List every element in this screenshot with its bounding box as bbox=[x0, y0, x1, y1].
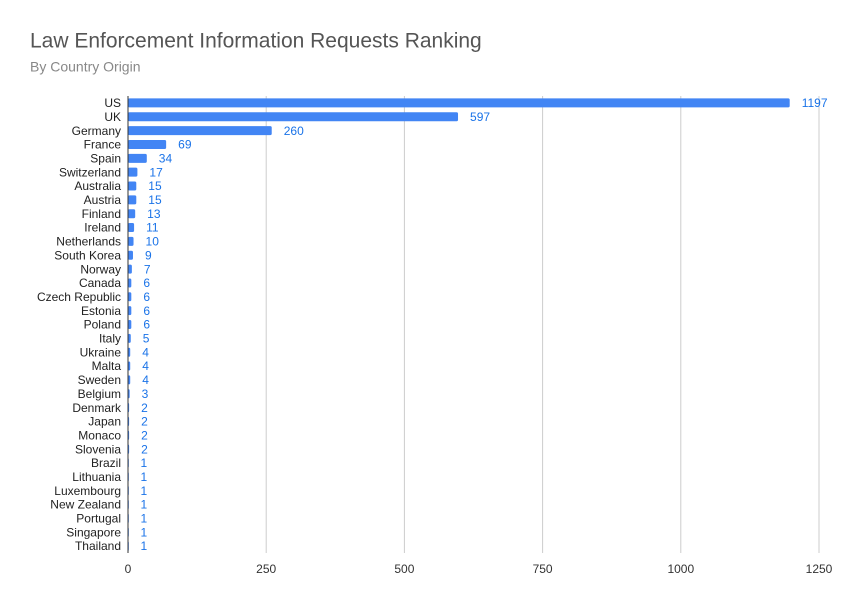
y-tick-label: Singapore bbox=[66, 525, 121, 539]
bar bbox=[128, 223, 135, 233]
bar bbox=[128, 292, 132, 302]
bar bbox=[128, 195, 137, 205]
value-label: 4 bbox=[142, 359, 149, 373]
bar bbox=[128, 264, 132, 274]
value-label: 34 bbox=[159, 151, 173, 165]
y-tick-label: Switzerland bbox=[59, 165, 121, 179]
bar bbox=[128, 167, 138, 177]
value-label: 11 bbox=[146, 221, 159, 235]
y-tick-label: Canada bbox=[79, 276, 121, 290]
value-label: 2 bbox=[141, 442, 148, 456]
y-tick-label: Austria bbox=[84, 193, 122, 207]
x-tick-label: 1250 bbox=[806, 562, 833, 576]
y-tick-label: France bbox=[84, 138, 122, 152]
bar bbox=[128, 333, 131, 343]
bar bbox=[128, 236, 134, 246]
value-label: 2 bbox=[141, 415, 148, 429]
y-tick-label: Italy bbox=[99, 332, 121, 346]
bar bbox=[128, 209, 136, 219]
y-tick-label: Thailand bbox=[75, 539, 121, 553]
value-label: 1 bbox=[141, 470, 148, 484]
x-tick-label: 500 bbox=[394, 562, 414, 576]
x-tick-label: 250 bbox=[256, 562, 276, 576]
y-tick-label: Sweden bbox=[78, 373, 121, 387]
value-label: 1 bbox=[141, 498, 148, 512]
y-tick-label: Czech Republic bbox=[37, 290, 121, 304]
x-tick-label: 750 bbox=[533, 562, 553, 576]
bar bbox=[128, 361, 131, 371]
y-tick-label: Portugal bbox=[76, 512, 121, 526]
bar bbox=[128, 306, 132, 316]
y-tick-label: Australia bbox=[74, 179, 121, 193]
y-tick-label: Monaco bbox=[78, 428, 121, 442]
x-tick-label: 1000 bbox=[667, 562, 694, 576]
value-label: 1 bbox=[141, 512, 148, 526]
y-tick-label: Spain bbox=[90, 151, 121, 165]
y-tick-label: Germany bbox=[72, 124, 121, 138]
chart-subtitle: By Country Origin bbox=[30, 59, 140, 75]
value-label: 13 bbox=[147, 207, 161, 221]
value-label: 7 bbox=[144, 262, 151, 276]
y-tick-label: US bbox=[104, 96, 121, 110]
y-tick-label: Belgium bbox=[78, 387, 121, 401]
y-tick-label: Estonia bbox=[81, 304, 121, 318]
bar bbox=[128, 375, 131, 385]
y-tick-label: Poland bbox=[84, 318, 121, 332]
value-label: 597 bbox=[470, 110, 490, 124]
y-tick-label: Ireland bbox=[84, 221, 121, 235]
y-tick-label: Ukraine bbox=[80, 345, 122, 359]
bar bbox=[128, 112, 459, 122]
value-label: 2 bbox=[141, 428, 148, 442]
value-label: 4 bbox=[142, 345, 149, 359]
value-label: 6 bbox=[143, 304, 150, 318]
value-label: 1197 bbox=[802, 96, 828, 110]
y-tick-label: Luxembourg bbox=[54, 484, 121, 498]
value-label: 1 bbox=[141, 484, 148, 498]
bar bbox=[128, 250, 133, 260]
value-label: 4 bbox=[142, 373, 149, 387]
y-tick-label: Norway bbox=[80, 262, 121, 276]
bar bbox=[128, 98, 790, 108]
y-tick-label: Finland bbox=[82, 207, 121, 221]
chart-title: Law Enforcement Information Requests Ran… bbox=[30, 30, 482, 53]
value-label: 2 bbox=[141, 401, 148, 415]
value-label: 69 bbox=[178, 138, 192, 152]
value-label: 3 bbox=[142, 387, 149, 401]
value-label: 1 bbox=[141, 456, 148, 470]
value-label: 6 bbox=[143, 276, 150, 290]
value-label: 15 bbox=[148, 193, 162, 207]
bar bbox=[128, 139, 167, 149]
bar bbox=[128, 181, 137, 191]
value-label: 17 bbox=[149, 165, 163, 179]
bar bbox=[128, 347, 131, 357]
y-tick-label: Brazil bbox=[91, 456, 121, 470]
value-label: 1 bbox=[141, 525, 148, 539]
y-tick-label: New Zealand bbox=[50, 498, 121, 512]
value-label: 6 bbox=[143, 318, 150, 332]
bar bbox=[128, 320, 132, 329]
y-tick-label: Lithuania bbox=[72, 470, 121, 484]
y-tick-label: Denmark bbox=[72, 401, 122, 415]
bar bbox=[128, 126, 272, 136]
x-tick-label: 0 bbox=[125, 562, 132, 576]
y-tick-label: Japan bbox=[88, 415, 121, 429]
y-tick-label: Malta bbox=[92, 359, 122, 373]
value-label: 6 bbox=[143, 290, 150, 304]
bar bbox=[128, 153, 147, 163]
value-label: 9 bbox=[145, 248, 152, 262]
y-tick-label: Slovenia bbox=[75, 442, 121, 456]
value-label: 1 bbox=[141, 539, 148, 553]
value-label: 15 bbox=[148, 179, 162, 193]
value-label: 260 bbox=[284, 124, 304, 138]
value-label: 10 bbox=[146, 235, 160, 249]
y-tick-label: UK bbox=[104, 110, 121, 124]
y-tick-label: Netherlands bbox=[56, 235, 121, 249]
bar bbox=[128, 278, 132, 288]
value-label: 5 bbox=[143, 332, 150, 346]
y-tick-label: South Korea bbox=[54, 248, 121, 262]
